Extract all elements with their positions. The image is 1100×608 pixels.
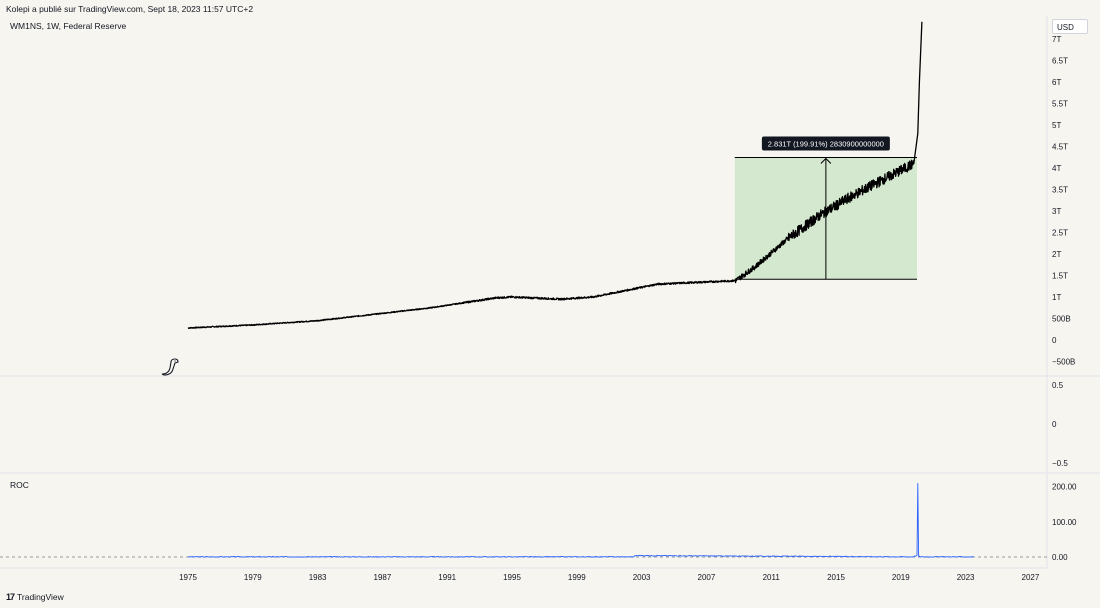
price-line: [187, 21, 923, 329]
indicator-tick-label: −0.5: [1052, 459, 1068, 468]
measure-label-box: [761, 136, 890, 151]
time-tick-label: 2027: [1022, 573, 1040, 582]
currency-button[interactable]: USD: [1052, 19, 1088, 34]
roc-tick-label: 100.00: [1052, 518, 1077, 527]
time-tick-label: 2015: [827, 573, 845, 582]
dinosaur-icon[interactable]: [161, 358, 179, 376]
time-tick-label: 1979: [244, 573, 262, 582]
time-tick-label: 1987: [374, 573, 392, 582]
indicator-tick-label: 0.5: [1052, 381, 1064, 390]
price-tick-label: 500B: [1052, 315, 1071, 324]
measure-label-text: 2.831T (199.91%) 2830900000000: [768, 140, 884, 149]
main-price-series: [187, 21, 923, 329]
roc-tick-label: 0.00: [1052, 553, 1068, 562]
roc-line: [187, 483, 974, 558]
roc-series: [0, 483, 1047, 558]
tradingview-logo-icon: 17: [6, 592, 15, 602]
time-tick-label: 2003: [633, 573, 651, 582]
tradingview-brand: TradingView: [17, 592, 64, 602]
time-tick-label: 2023: [957, 573, 975, 582]
price-tick-label: 2.5T: [1052, 229, 1068, 238]
time-tick-label: 1983: [309, 573, 327, 582]
time-tick-label: 1975: [179, 573, 197, 582]
price-tick-label: 4.5T: [1052, 143, 1068, 152]
time-tick-label: 1999: [568, 573, 586, 582]
roc-tick-label: 200.00: [1052, 483, 1077, 492]
time-tick-label: 1991: [438, 573, 456, 582]
time-tick-label: 1995: [503, 573, 521, 582]
price-tick-label: 4T: [1052, 164, 1061, 173]
measure-arrow-head: [820, 157, 832, 164]
price-tick-label: 2T: [1052, 250, 1061, 259]
measure-tool[interactable]: 2.831T (199.91%) 2830900000000: [734, 136, 917, 280]
price-axis-ticks: 7T 6.5T 6T 5.5T 5T 4.5T 4T 3.5T 3T 2.5T 2T 1.5T 1T 50…: [1052, 35, 1077, 562]
publisher-info: Kolepi a publié sur TradingView.com, Sep…: [6, 4, 254, 14]
price-tick-label: 6T: [1052, 78, 1061, 87]
price-tick-label: −500B: [1052, 358, 1075, 367]
price-tick-label: 5T: [1052, 121, 1061, 130]
price-tick-label: 1.5T: [1052, 272, 1068, 281]
roc-pane-label[interactable]: ROC: [10, 480, 29, 490]
time-axis-ticks: 1975 1979 1983 1987 1991 1995 1999 2003 2007 2011…: [179, 573, 1040, 582]
price-tick-label: 0: [1052, 336, 1057, 345]
price-tick-label: 6.5T: [1052, 57, 1068, 66]
price-tick-label: 5.5T: [1052, 100, 1068, 109]
price-tick-label: 7T: [1052, 35, 1061, 44]
price-tick-label: 1T: [1052, 293, 1061, 302]
time-tick-label: 2011: [763, 573, 781, 582]
price-tick-label: 3.5T: [1052, 186, 1068, 195]
indicator-tick-label: 0: [1052, 420, 1057, 429]
time-tick-label: 2007: [698, 573, 716, 582]
tradingview-footer[interactable]: 17 TradingView: [6, 592, 64, 602]
time-tick-label: 2019: [892, 573, 910, 582]
symbol-legend[interactable]: WM1NS, 1W, Federal Reserve: [10, 21, 127, 31]
price-tick-label: 3T: [1052, 207, 1061, 216]
